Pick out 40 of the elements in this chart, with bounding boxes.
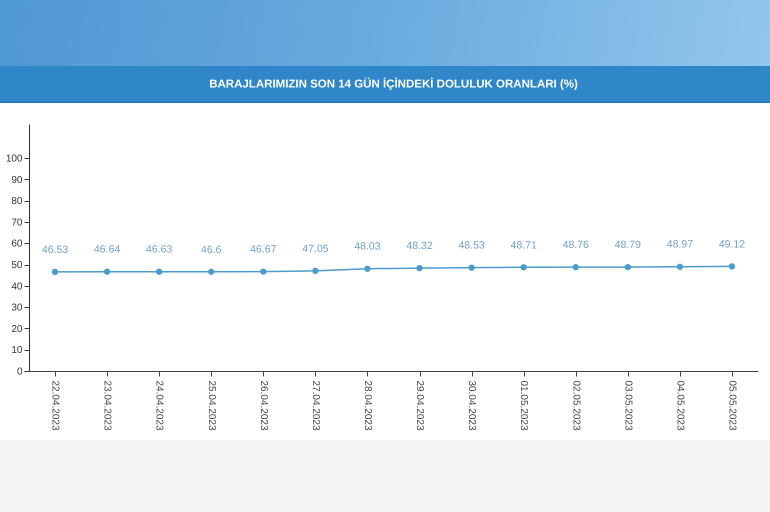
data-label: 46.64 <box>94 244 120 256</box>
data-label: 47.05 <box>302 242 329 255</box>
chart-title: BARAJLARIMIZIN SON 14 GÜN İÇİNDEKİ DOLULUK ORANLARI (%) <box>209 78 578 90</box>
x-tick-label: 30.04.2023 <box>466 380 478 431</box>
data-label: 48.03 <box>354 240 381 253</box>
x-tick-label: 28.04.2023 <box>362 380 373 431</box>
y-tick-label: 50 <box>11 260 23 272</box>
x-tick-label: 26.04.2023 <box>258 380 269 431</box>
y-tick-label: 90 <box>11 174 23 186</box>
x-tick-label: 04.05.2023 <box>674 380 686 431</box>
y-tick-label: 70 <box>11 217 23 228</box>
y-tick-label: 20 <box>11 324 23 335</box>
data-label: 48.32 <box>406 240 433 252</box>
data-label: 48.71 <box>510 239 537 252</box>
x-tick-label: 25.04.2023 <box>206 380 217 431</box>
x-tick-label: 27.04.2023 <box>310 380 321 431</box>
data-label: 48.53 <box>458 240 485 252</box>
x-tick-label: 03.05.2023 <box>622 380 634 431</box>
x-tick-label: 05.05.2023 <box>726 380 738 431</box>
y-tick-label: 40 <box>11 281 23 292</box>
x-tick-label: 22.04.2023 <box>50 380 61 431</box>
x-tick-label: 01.05.2023 <box>518 380 530 431</box>
data-label: 48.76 <box>562 239 590 252</box>
x-tick-label: 24.04.2023 <box>154 380 165 431</box>
y-tick-label: 80 <box>11 196 23 208</box>
y-tick-label: 0 <box>16 366 23 378</box>
x-tick-label: 29.04.2023 <box>414 380 426 431</box>
x-tick-label: 23.04.2023 <box>102 380 113 431</box>
data-label: 46.53 <box>42 244 68 256</box>
y-tick-label: 30 <box>11 302 23 314</box>
data-label: 46.63 <box>146 244 172 256</box>
data-label: 46.6 <box>201 244 222 256</box>
y-tick-label: 10 <box>11 345 23 356</box>
data-label: 49.12 <box>718 238 746 250</box>
y-tick-label: 60 <box>11 238 23 250</box>
data-label: 48.97 <box>666 238 694 251</box>
data-label: 48.79 <box>614 239 642 252</box>
y-tick-label: 100 <box>6 154 23 165</box>
x-tick-label: 02.05.2023 <box>570 380 582 431</box>
data-label: 46.67 <box>250 244 277 256</box>
